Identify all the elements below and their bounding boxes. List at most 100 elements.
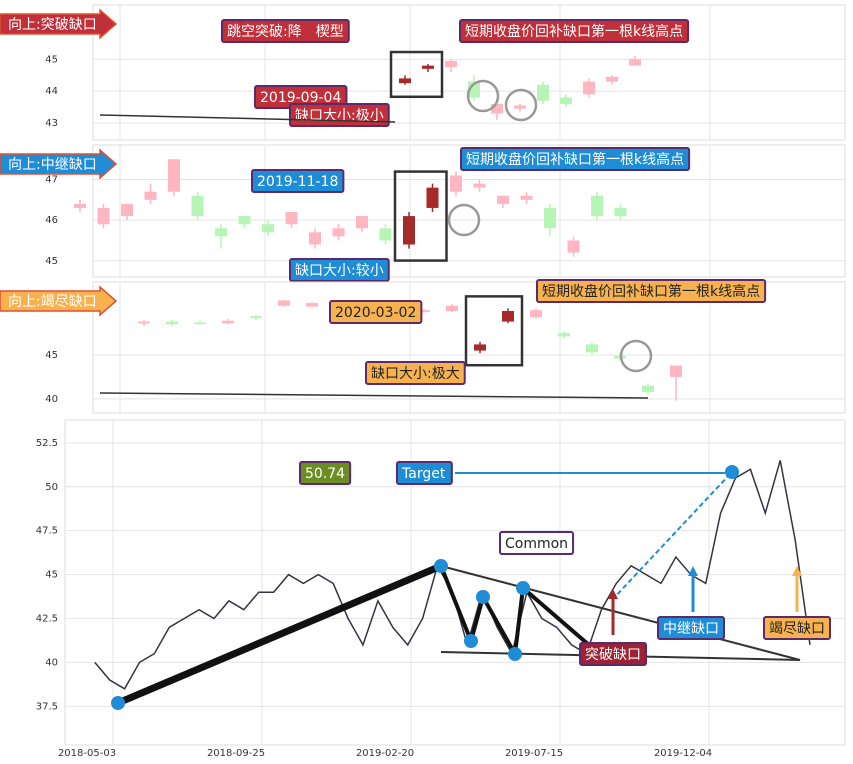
panel-title: 向上:突破缺口	[8, 17, 97, 33]
candle-body	[191, 195, 204, 217]
candle-body	[560, 97, 572, 104]
candle-body	[497, 195, 509, 204]
y-tick-label: 42.5	[36, 614, 58, 625]
pattern-line	[440, 565, 801, 661]
annotation-box	[329, 300, 423, 324]
annotation-text: 短期收盘价回补缺口第一根k线高点	[465, 23, 683, 40]
candle-body	[379, 228, 392, 241]
circle-marker	[466, 79, 500, 113]
annotation-box	[221, 19, 350, 43]
candle-body	[332, 228, 345, 237]
panel-title: 向上:中继缺口	[8, 157, 97, 173]
candle-body	[194, 322, 206, 324]
pattern-point	[516, 581, 530, 595]
annotation-text: 2019-11-18	[257, 174, 338, 190]
candle-body	[642, 385, 654, 392]
candle-body	[537, 84, 549, 101]
circle-marker	[447, 203, 481, 237]
annotation-box	[365, 361, 466, 385]
x-tick-label: 2019-07-15	[505, 748, 563, 759]
gap-arrowhead	[688, 566, 698, 576]
candle-body	[121, 203, 133, 217]
candle-body	[446, 305, 458, 312]
circle-marker	[504, 88, 538, 122]
candle-body	[586, 344, 598, 353]
gap-arrowhead	[608, 589, 618, 599]
annotation-box	[460, 147, 691, 171]
candle-body	[403, 216, 415, 245]
trend-line	[99, 114, 396, 123]
annotation-text: 缺口大小:极大	[371, 366, 460, 382]
pattern-point	[434, 559, 448, 573]
pattern-point	[464, 634, 478, 648]
annotation-text: 50.74	[305, 466, 345, 482]
plot-area	[92, 281, 846, 414]
candle-body	[238, 216, 251, 225]
candle-body	[520, 195, 533, 200]
candle-body	[250, 316, 262, 319]
gap-box	[464, 295, 524, 367]
plot-area	[64, 419, 846, 746]
candle-body	[629, 59, 641, 66]
candle-body	[591, 195, 603, 217]
annotation: 短期收盘价回补缺口第一根k线高点	[459, 19, 690, 43]
annotation: Common	[499, 531, 575, 555]
annotation-box	[289, 258, 390, 282]
annotation: 中继缺口	[657, 616, 725, 640]
annotation: 跳空突破:降 楔型	[221, 19, 350, 43]
x-tick-label: 2019-12-04	[654, 748, 712, 759]
trend-line	[99, 392, 649, 399]
annotation: 2019-09-04	[254, 85, 348, 109]
pattern-point	[111, 696, 125, 710]
candle-body	[215, 228, 227, 237]
y-tick-label: 50	[45, 482, 58, 493]
decorations	[99, 79, 653, 399]
candle-body	[262, 224, 274, 233]
annotation: 短期收盘价回补缺口第一根k线高点	[460, 147, 691, 171]
y-tick-label: 46	[45, 215, 58, 226]
annotation-text: 短期收盘价回补缺口第一根k线高点	[542, 283, 760, 300]
candle-body	[445, 60, 457, 68]
gap-arrowhead	[792, 566, 802, 576]
annotation: 2020-03-02	[329, 300, 423, 324]
y-tick-label: 47.5	[36, 526, 58, 537]
candle-body	[74, 203, 86, 208]
candle-body	[356, 216, 368, 229]
annotation-box	[499, 531, 575, 555]
gap-box	[393, 170, 448, 262]
title-arrow	[0, 148, 118, 180]
candle-body	[399, 78, 411, 84]
y-tick-label: 45	[45, 570, 58, 581]
candle-body	[450, 175, 462, 192]
y-tick-label: 43	[45, 118, 58, 129]
annotation-box	[579, 642, 647, 666]
x-tick-label: 2018-05-03	[58, 748, 116, 759]
candle-body	[670, 365, 682, 377]
annotation-box	[251, 169, 345, 193]
circle-marker	[619, 339, 653, 373]
y-tick-label: 45	[45, 256, 58, 267]
annotation: 2019-11-18	[251, 169, 345, 193]
annotation: 竭尽缺口	[763, 616, 831, 640]
pattern-line	[439, 565, 591, 661]
candle-body	[285, 212, 298, 225]
y-tick-label: 40	[45, 394, 58, 405]
candle-body	[426, 187, 439, 208]
candle-body	[309, 232, 321, 245]
y-tick-label: 44	[45, 86, 58, 97]
y-tick-label: 47	[45, 175, 58, 186]
title-arrow	[0, 8, 118, 40]
pattern-point	[476, 590, 490, 604]
annotation: 突破缺口	[579, 642, 647, 666]
annotation: Target	[396, 461, 453, 485]
annotation-text: Common	[505, 536, 568, 552]
candle-body	[166, 321, 178, 325]
candle-body	[97, 207, 110, 225]
candle-body	[422, 65, 434, 69]
annotation: 短期收盘价回补缺口第一根k线高点	[536, 279, 767, 303]
pattern-line	[116, 562, 443, 707]
candle-body	[418, 310, 430, 312]
target-line	[611, 471, 733, 601]
annotation-box	[459, 19, 690, 43]
candle-body	[530, 310, 542, 318]
